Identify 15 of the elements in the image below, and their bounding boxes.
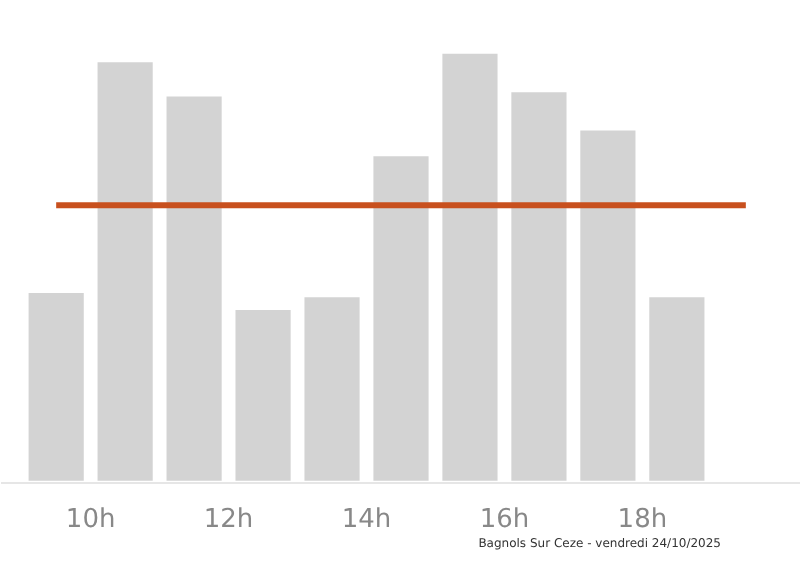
bar: [373, 156, 429, 481]
bar: [442, 53, 498, 481]
bar: [235, 310, 291, 481]
bar: [511, 92, 567, 481]
bar: [580, 130, 636, 481]
bar: [166, 96, 222, 481]
x-tick-label: 14h: [341, 505, 392, 535]
x-tick-label: 10h: [65, 505, 116, 535]
x-tick-label: 18h: [617, 505, 668, 535]
bar: [649, 297, 705, 481]
x-tick-label: 16h: [479, 505, 530, 535]
bar: [97, 62, 153, 481]
bar: [304, 297, 360, 481]
bar: [28, 292, 84, 481]
x-tick-label: 12h: [203, 505, 254, 535]
